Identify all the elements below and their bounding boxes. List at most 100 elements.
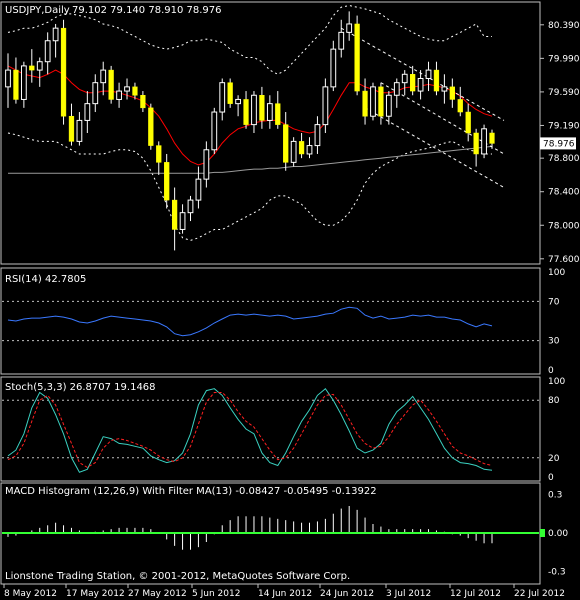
candle bbox=[29, 49, 35, 83]
candle-body bbox=[275, 103, 281, 125]
candle bbox=[76, 112, 83, 146]
candle-body bbox=[60, 27, 67, 117]
candle-body bbox=[36, 61, 43, 71]
candle bbox=[140, 91, 146, 113]
candle bbox=[410, 65, 416, 96]
candle-body bbox=[108, 69, 114, 100]
price-title: USDJPY,Daily bbox=[5, 5, 70, 16]
time-tick-label: 5 Jun 2012 bbox=[192, 589, 240, 599]
candle bbox=[290, 137, 297, 167]
candle bbox=[378, 82, 384, 125]
candle-body bbox=[251, 94, 257, 126]
candle-body bbox=[425, 69, 432, 79]
candle-body bbox=[211, 111, 218, 151]
candle-body bbox=[378, 86, 384, 117]
candle bbox=[92, 74, 99, 113]
rsi-tick-label: 0 bbox=[548, 366, 554, 376]
price-tick-label: 79.190 bbox=[548, 121, 580, 131]
candle bbox=[322, 78, 329, 133]
current-price-label: 78.976 bbox=[543, 139, 575, 149]
candle-body bbox=[156, 145, 162, 163]
candle-body bbox=[433, 69, 440, 92]
stoch-panel: 100 80 20 0 bbox=[2, 377, 565, 483]
candle bbox=[425, 61, 432, 92]
candle bbox=[417, 70, 424, 100]
price-tick-label: 78.800 bbox=[548, 154, 580, 164]
candle-body bbox=[195, 178, 202, 201]
candle-body bbox=[449, 86, 455, 100]
candle bbox=[219, 78, 226, 121]
candle bbox=[187, 195, 194, 222]
candle-body bbox=[44, 40, 51, 63]
candle-body bbox=[179, 212, 186, 230]
time-tick-label: 22 Jul 2012 bbox=[514, 589, 565, 599]
candle-body bbox=[290, 140, 297, 163]
time-tick-label: 3 Jul 2012 bbox=[386, 589, 431, 599]
candle-body bbox=[283, 124, 289, 163]
candle bbox=[401, 70, 408, 96]
candle bbox=[20, 61, 27, 108]
rsi-tick-label: 100 bbox=[548, 268, 565, 278]
stoch-tick-label: 0 bbox=[548, 473, 554, 483]
macd-zero-marker bbox=[540, 529, 545, 537]
candle bbox=[473, 128, 479, 167]
time-axis: 8 May 2012 17 May 2012 27 May 2012 5 Jun 20… bbox=[3, 584, 565, 599]
candle-body bbox=[481, 128, 487, 155]
candle bbox=[211, 107, 218, 154]
candle bbox=[164, 153, 170, 209]
candle bbox=[243, 91, 249, 129]
candle bbox=[156, 141, 162, 175]
candle-body bbox=[68, 115, 75, 142]
candle-body bbox=[243, 99, 249, 125]
stoch-tick-label: 100 bbox=[548, 377, 565, 387]
candle bbox=[489, 129, 495, 149]
candle bbox=[481, 124, 487, 159]
candle bbox=[346, 11, 353, 41]
price-ohlc-readout: 79.102 79.140 78.910 78.976 bbox=[72, 5, 222, 16]
candle-body bbox=[124, 86, 130, 92]
price-panel: 80.390 79.990 79.590 79.190 78.800 78.400 78.0… bbox=[5, 4, 580, 265]
candle bbox=[171, 187, 178, 251]
candle bbox=[338, 19, 345, 58]
rsi-line bbox=[7, 306, 493, 337]
candle bbox=[465, 103, 471, 142]
candle-body bbox=[441, 86, 448, 92]
rsi-tick-label: 70 bbox=[548, 297, 560, 307]
candle-body bbox=[92, 82, 99, 105]
candle bbox=[393, 78, 400, 108]
stoch-signal-line bbox=[7, 392, 493, 468]
candle-body bbox=[203, 149, 210, 180]
stoch-panel-frame bbox=[0, 376, 541, 482]
candle-body bbox=[410, 74, 416, 92]
candle-body bbox=[298, 141, 305, 155]
candle-body bbox=[489, 132, 495, 144]
candle bbox=[298, 133, 305, 159]
candle-body bbox=[5, 69, 11, 88]
footer-copyright: Lionstone Trading Station, © 2001-2012, … bbox=[5, 571, 350, 582]
candle-body bbox=[330, 48, 337, 88]
price-tick-label: 78.000 bbox=[548, 221, 580, 231]
candle bbox=[179, 204, 186, 234]
candle-body bbox=[164, 162, 170, 201]
candle-body bbox=[322, 86, 329, 126]
candle-body bbox=[235, 98, 241, 105]
candle-body bbox=[346, 23, 353, 33]
candle bbox=[449, 78, 455, 108]
candle-body bbox=[29, 65, 35, 71]
candle-body bbox=[13, 69, 19, 100]
price-tick-label: 77.600 bbox=[548, 255, 580, 265]
time-tick-label: 27 May 2012 bbox=[128, 589, 187, 599]
candle bbox=[195, 166, 202, 209]
candle bbox=[259, 86, 265, 129]
candle-body bbox=[219, 82, 226, 113]
time-tick-label: 14 Jun 2012 bbox=[258, 589, 312, 599]
candle-body bbox=[417, 77, 424, 92]
candle bbox=[227, 78, 233, 108]
candle-body bbox=[116, 90, 122, 100]
candle-body bbox=[385, 94, 392, 117]
candle bbox=[203, 141, 210, 188]
ma-slow-line bbox=[8, 145, 493, 174]
candle bbox=[354, 15, 360, 96]
stoch-tick-label: 80 bbox=[548, 396, 560, 406]
